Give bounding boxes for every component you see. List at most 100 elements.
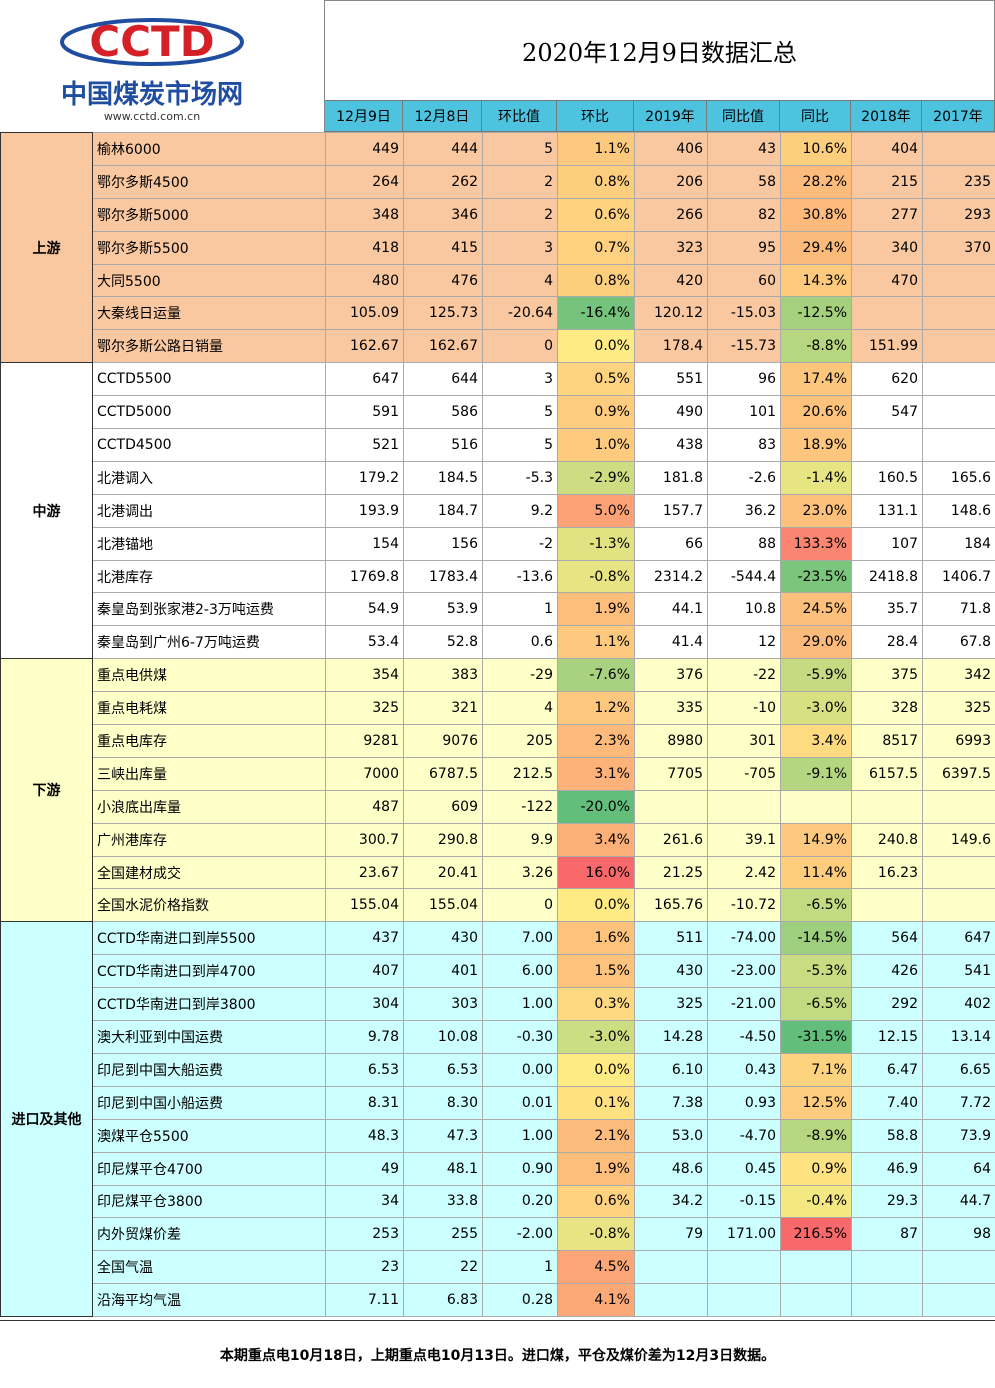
cell: 6787.5 [404, 757, 483, 790]
cell: 1783.4 [404, 560, 483, 593]
cell: 23.0% [781, 494, 852, 527]
cell: 87 [852, 1218, 923, 1251]
cell: 647 [326, 363, 404, 396]
cell: 9.78 [326, 1021, 404, 1054]
cell: 48.3 [326, 1119, 404, 1152]
cell: 4.5% [558, 1251, 635, 1284]
cell: 9281 [326, 725, 404, 758]
cell: 46.9 [852, 1152, 923, 1185]
logo-mark: CCTD [89, 17, 214, 66]
cell: 449 [326, 133, 404, 166]
cell [923, 133, 995, 166]
cell: 88 [708, 527, 781, 560]
cell [635, 1284, 708, 1317]
cell: 5 [483, 133, 558, 166]
cell: 383 [404, 659, 483, 692]
cell: 1 [483, 593, 558, 626]
cell: 14.3% [781, 264, 852, 297]
cell: 184.7 [404, 494, 483, 527]
cell: 205 [483, 725, 558, 758]
cell: 29.0% [781, 626, 852, 659]
cell [852, 297, 923, 330]
cell: 0.8% [558, 264, 635, 297]
cell: 0.5% [558, 363, 635, 396]
cell: 564 [852, 922, 923, 955]
cell: 107 [852, 527, 923, 560]
cell: 157.7 [635, 494, 708, 527]
cell: 184.5 [404, 461, 483, 494]
cell: 49 [326, 1152, 404, 1185]
cell: 193.9 [326, 494, 404, 527]
cell: 35.7 [852, 593, 923, 626]
cell: 264 [326, 165, 404, 198]
cell: 48.1 [404, 1152, 483, 1185]
row-name: CCTD华南进口到岸5500 [93, 922, 326, 955]
cell: 83 [708, 429, 781, 462]
cell: -74.00 [708, 922, 781, 955]
cell: -0.8% [558, 1218, 635, 1251]
cell: 0.9% [558, 396, 635, 429]
logo-name: 中国煤炭市场网 [61, 79, 243, 110]
cell: 10.08 [404, 1021, 483, 1054]
cell: 179.2 [326, 461, 404, 494]
cell: 609 [404, 790, 483, 823]
cell: 0.7% [558, 231, 635, 264]
cell: 1.00 [483, 1119, 558, 1152]
cell: 23 [326, 1251, 404, 1284]
cell: -1.3% [558, 527, 635, 560]
cell [781, 1251, 852, 1284]
cell: 184 [923, 527, 995, 560]
cell: 335 [635, 692, 708, 725]
cell: 7.1% [781, 1053, 852, 1086]
cell: 420 [635, 264, 708, 297]
cell: 0 [483, 330, 558, 363]
cell: 266 [635, 198, 708, 231]
cell [923, 264, 995, 297]
cell: 6.10 [635, 1053, 708, 1086]
cell: 53.9 [404, 593, 483, 626]
cell: -23.00 [708, 955, 781, 988]
cell: 354 [326, 659, 404, 692]
cell: 418 [326, 231, 404, 264]
cell: -16.4% [558, 297, 635, 330]
cell: -0.15 [708, 1185, 781, 1218]
cell: 36.2 [708, 494, 781, 527]
cell: 444 [404, 133, 483, 166]
cell: 401 [404, 955, 483, 988]
row-name: 小浪底出库量 [93, 790, 326, 823]
cell: 95 [708, 231, 781, 264]
cell: 3 [483, 363, 558, 396]
cell: 516 [404, 429, 483, 462]
row-name: 三峡出库量 [93, 757, 326, 790]
cell: 98 [923, 1218, 995, 1251]
cell: 58 [708, 165, 781, 198]
cell: 328 [852, 692, 923, 725]
cell: 0.6 [483, 626, 558, 659]
cell: 0.3% [558, 988, 635, 1021]
cell: 321 [404, 692, 483, 725]
cell: -6.5% [781, 889, 852, 922]
cell: 14.28 [635, 1021, 708, 1054]
row-name: 秦皇岛到张家港2-3万吨运费 [93, 593, 326, 626]
cell: 6.65 [923, 1053, 995, 1086]
column-header: 2018年 [851, 100, 922, 132]
cell: 490 [635, 396, 708, 429]
row-name: 北港调出 [93, 494, 326, 527]
column-header: 同比值 [707, 100, 780, 132]
cell: -29 [483, 659, 558, 692]
cell: 255 [404, 1218, 483, 1251]
cell: 6.53 [404, 1053, 483, 1086]
cell: 1.9% [558, 593, 635, 626]
cell: 156 [404, 527, 483, 560]
column-header: 12月9日 [325, 100, 403, 132]
